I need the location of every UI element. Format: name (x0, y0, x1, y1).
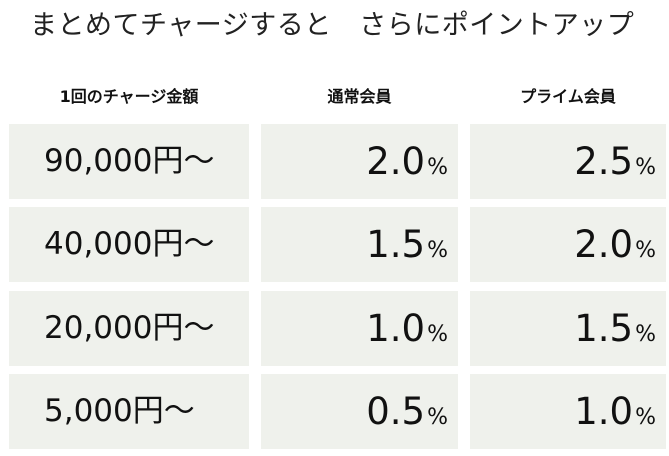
normal-rate-cell: 2.0% (261, 124, 458, 199)
prime-rate: 2.0% (574, 207, 656, 289)
prime-rate-cell: 1.5% (470, 291, 666, 366)
prime-rate: 1.5% (574, 291, 656, 373)
table-row: 5,000円～ 0.5% 1.0% (0, 374, 669, 449)
charge-amount: 5,000円～ (44, 393, 195, 429)
percent-sign: % (427, 405, 448, 430)
normal-rate-cell: 1.0% (261, 291, 458, 366)
rate-value: 2.5 (574, 140, 634, 183)
rate-value: 2.0 (366, 140, 426, 183)
percent-sign: % (635, 238, 656, 263)
charge-amount: 90,000円～ (44, 143, 215, 179)
charge-amount: 40,000円～ (44, 226, 215, 262)
prime-rate-cell: 1.0% (470, 374, 666, 449)
amount-cell: 5,000円～ (9, 374, 249, 449)
rate-value: 1.5 (366, 223, 426, 266)
prime-rate-cell: 2.5% (470, 124, 666, 199)
normal-rate: 1.5% (366, 207, 448, 289)
amount-cell: 90,000円～ (9, 124, 249, 199)
normal-rate: 2.0% (366, 124, 448, 206)
rate-value: 0.5 (366, 390, 426, 433)
table-row: 90,000円～ 2.0% 2.5% (0, 124, 669, 199)
prime-rate: 1.0% (574, 374, 656, 456)
prime-rate-cell: 2.0% (470, 207, 666, 282)
rate-value: 1.0 (366, 307, 426, 350)
percent-sign: % (427, 155, 448, 180)
header-prime-member: プライム会員 (520, 87, 616, 106)
normal-rate: 0.5% (366, 374, 448, 456)
percent-sign: % (635, 155, 656, 180)
charge-amount: 20,000円～ (44, 310, 215, 346)
amount-cell: 40,000円～ (9, 207, 249, 282)
percent-sign: % (427, 238, 448, 263)
normal-rate-cell: 1.5% (261, 207, 458, 282)
normal-rate-cell: 0.5% (261, 374, 458, 449)
rate-value: 1.5 (574, 307, 634, 350)
prime-rate: 2.5% (574, 124, 656, 206)
header-charge-amount: 1回のチャージ金額 (59, 87, 199, 106)
page-title: まとめてチャージすると さらにポイントアップ (30, 10, 635, 41)
amount-cell: 20,000円～ (9, 291, 249, 366)
percent-sign: % (427, 322, 448, 347)
percent-sign: % (635, 405, 656, 430)
percent-sign: % (635, 322, 656, 347)
rate-value: 1.0 (574, 390, 634, 433)
table-row: 20,000円～ 1.0% 1.5% (0, 291, 669, 366)
normal-rate: 1.0% (366, 291, 448, 373)
rate-value: 2.0 (574, 223, 634, 266)
header-normal-member: 通常会員 (327, 87, 392, 106)
table-row: 40,000円～ 1.5% 2.0% (0, 207, 669, 282)
